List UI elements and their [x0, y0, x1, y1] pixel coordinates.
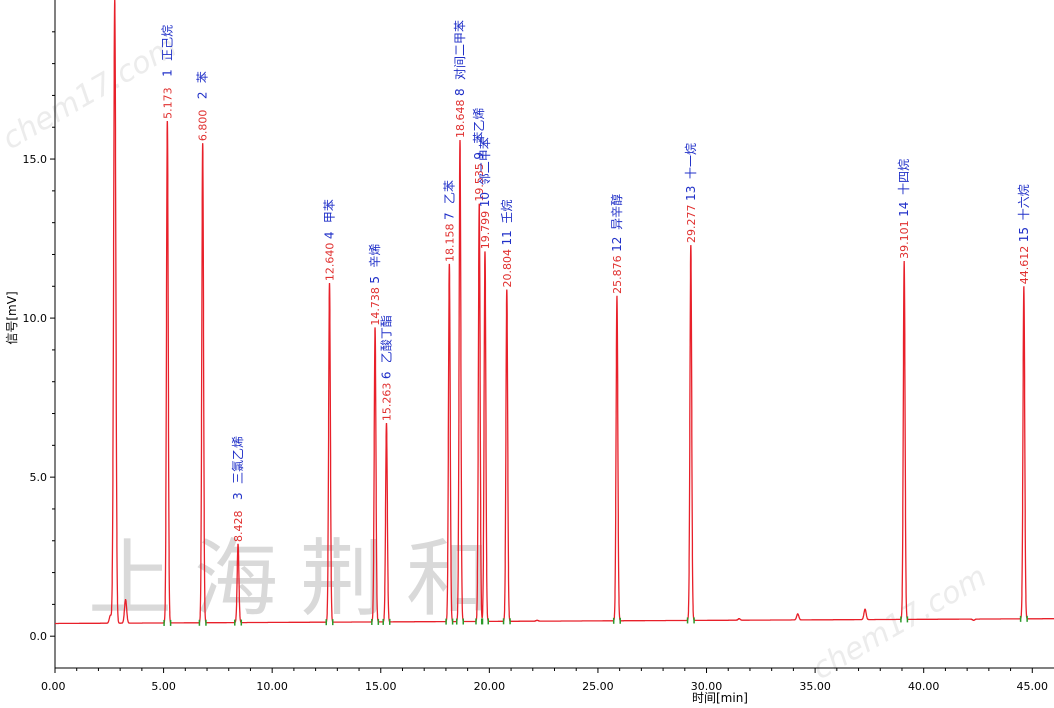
peak-number-label: 1	[160, 69, 174, 77]
peak-name-label: 十六烷	[1017, 184, 1031, 220]
peak-rt-label: 18.648	[454, 99, 467, 138]
peak-rt-label: 14.738	[369, 287, 382, 326]
x-tick-label: 5.00	[151, 680, 176, 693]
y-tick-label: 5.0	[30, 471, 48, 484]
peak-name-label: 乙苯	[442, 180, 456, 204]
x-tick-label: 10.00	[256, 680, 288, 693]
peak-name-label: 壬烷	[500, 199, 514, 223]
peak-name-label: 苯乙烯	[472, 108, 486, 144]
x-tick-label: 40.00	[908, 680, 940, 693]
y-tick-label: 10.0	[23, 312, 48, 325]
trace	[55, 0, 1054, 626]
peak-name-label: 十一烷	[684, 143, 698, 179]
peak-number-label: 2	[196, 92, 210, 100]
peak-number-label: 4	[323, 231, 337, 239]
axes: 0.00 5.00 10.00 15.00 20.00 25.00 30.00 35.00 40…	[23, 0, 1054, 693]
peak-rt-label: 25.876	[611, 255, 624, 294]
x-tick-label: 15.00	[365, 680, 397, 693]
y-axis-title: 信号[mV]	[5, 291, 19, 344]
peak-name-label: 对间二甲苯	[453, 20, 467, 80]
peak-number-label: 11	[500, 230, 514, 245]
peak-rt-label: 15.263	[380, 383, 393, 422]
peak-rt-label: 5.173	[161, 87, 174, 119]
peak-number-label: 3	[231, 492, 245, 500]
peak-rt-label: 18.158	[443, 224, 456, 263]
peak-rt-label: 29.277	[685, 204, 698, 243]
peak-rt-label: 19.799	[479, 211, 492, 250]
peak-rt-label: 8.428	[232, 510, 245, 542]
x-tick-label: 30.00	[691, 680, 723, 693]
x-tick-label: 20.00	[474, 680, 506, 693]
peak-name-label: 异辛醇	[609, 194, 624, 230]
peak-name-label: 辛烯	[368, 244, 382, 268]
peak-number-label: 14	[897, 202, 911, 217]
peak-number-label: 7	[442, 212, 456, 220]
x-axis-title: 时间[min]	[692, 691, 748, 705]
peak-number-label: 9	[472, 152, 486, 160]
chromatogram-line	[55, 0, 1054, 625]
peak-rt-label: 39.101	[898, 220, 911, 259]
peak-rt-label: 12.640	[324, 243, 337, 282]
peak-name-label: 苯	[196, 71, 210, 83]
peak-name-label: 甲苯	[323, 199, 337, 223]
peak-name-label: 十四烷	[897, 159, 911, 195]
peak-number-label: 12	[610, 237, 624, 252]
peak-rt-label: 44.612	[1018, 246, 1031, 285]
x-tick-label: 35.00	[799, 680, 831, 693]
peak-number-label: 13	[684, 186, 698, 201]
peak-name-label: 乙酸丁酯	[378, 315, 393, 363]
watermark: 上海荆和 chem17.com chem17.com	[0, 29, 993, 687]
x-tick-label: 0.00	[41, 680, 66, 693]
peak-name-label: 邻二甲苯	[478, 137, 492, 185]
peak-labels: 5.173 1 正己烷 6.800 2 苯 8.428 3 三氯乙烯 12.640 4 甲苯 14.73…	[160, 20, 1031, 542]
watermark-site-top-left: chem17.com	[0, 29, 183, 157]
peak-name-label: 正己烷	[160, 25, 174, 61]
y-tick-label: 15.0	[23, 153, 48, 166]
peak-number-label: 15	[1017, 227, 1031, 242]
y-tick-label: 0.0	[30, 630, 48, 643]
watermark-main: 上海荆和	[88, 530, 512, 628]
peak-rt-label: 6.800	[197, 110, 210, 142]
peak-number-label: 8	[453, 88, 467, 96]
x-tick-label: 45.00	[1017, 680, 1049, 693]
peak-number-label: 6	[379, 371, 393, 379]
peak-name-label: 三氯乙烯	[231, 436, 245, 484]
x-tick-label: 25.00	[582, 680, 614, 693]
peak-rt-label: 19.535	[473, 163, 486, 202]
peak-number-label: 10	[478, 192, 492, 207]
peak-number-label: 5	[368, 276, 382, 284]
peak-rt-label: 20.804	[501, 249, 514, 288]
